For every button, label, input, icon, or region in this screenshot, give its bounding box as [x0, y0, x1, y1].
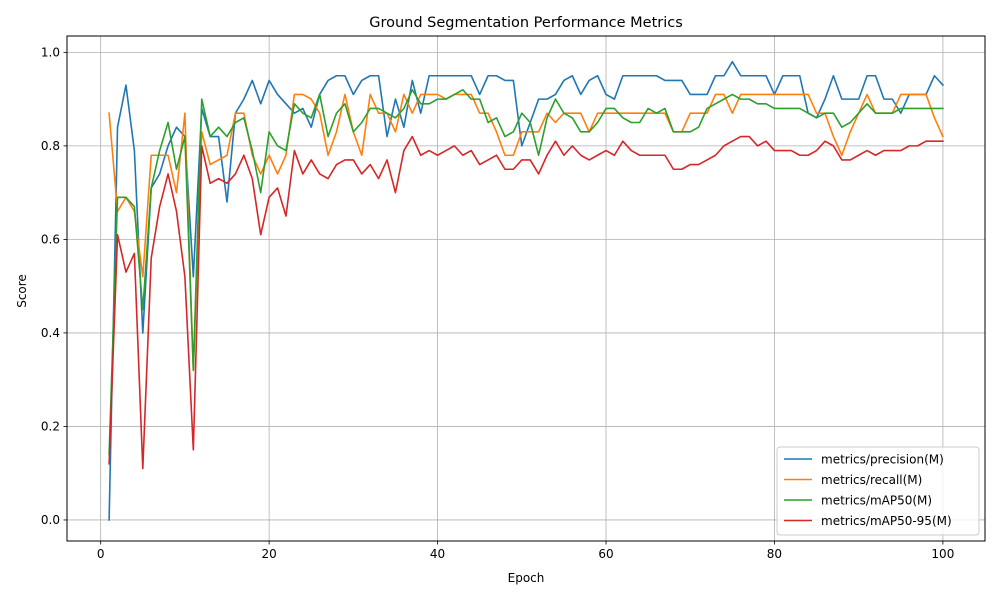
x-tick-label: 60 — [598, 547, 613, 561]
series-line-3 — [108, 135, 944, 470]
y-tick-label: 0.6 — [41, 232, 60, 246]
x-tick-label: 0 — [97, 547, 105, 561]
x-tick-label: 100 — [931, 547, 954, 561]
legend-label: metrics/recall(M) — [821, 473, 922, 487]
legend: metrics/precision(M) metrics/recall(M) met… — [776, 446, 980, 536]
legend-box — [776, 446, 980, 536]
axis-ticks: 0 20 40 60 80 100 0.0 0.2 0.4 0.6 0.8 1.0 — [41, 45, 954, 561]
x-tick-label: 80 — [767, 547, 782, 561]
legend-items: metrics/precision(M) metrics/recall(M) met… — [784, 453, 952, 528]
y-tick-label: 0.8 — [41, 139, 60, 153]
plot-area — [66, 35, 986, 542]
y-tick-label: 0.2 — [41, 419, 60, 433]
chart-title: Ground Segmentation Performance Metrics — [369, 15, 683, 31]
legend-label: metrics/mAP50(M) — [821, 494, 932, 508]
y-tick-label: 0.0 — [41, 513, 60, 527]
y-axis-label: Score — [15, 274, 29, 308]
x-axis-label: Epoch — [508, 571, 545, 585]
y-tick-label: 0.4 — [41, 326, 60, 340]
x-tick-label: 20 — [261, 547, 276, 561]
x-tick-label: 40 — [430, 547, 445, 561]
legend-label: metrics/precision(M) — [821, 453, 944, 467]
legend-label: metrics/mAP50-95(M) — [821, 514, 952, 528]
series-line-2 — [108, 88, 944, 456]
series-lines — [108, 60, 945, 521]
y-tick-label: 1.0 — [41, 45, 60, 59]
